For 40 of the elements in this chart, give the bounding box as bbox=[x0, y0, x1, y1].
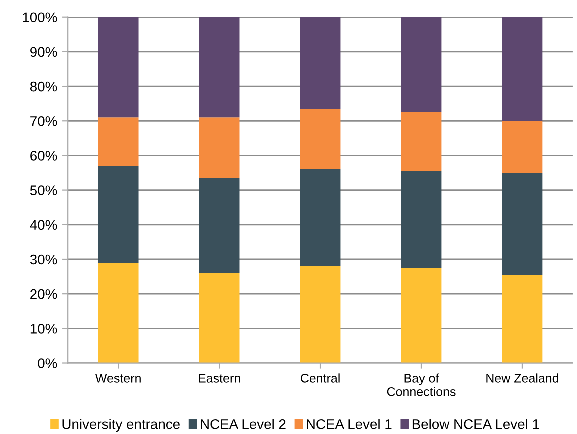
bar bbox=[401, 171, 442, 268]
legend-label: Below NCEA Level 1 bbox=[412, 419, 540, 430]
bar bbox=[199, 273, 240, 364]
bar bbox=[199, 178, 240, 274]
bar bbox=[502, 121, 543, 174]
y-tick-label: 70% bbox=[30, 116, 58, 126]
x-tick-label: Eastern bbox=[199, 374, 240, 383]
y-tick-label: 80% bbox=[30, 82, 58, 92]
y-tick-label: 100% bbox=[23, 12, 58, 23]
bar bbox=[401, 112, 442, 172]
y-tick-label: 50% bbox=[30, 186, 58, 196]
x-tick-label: New Zealand bbox=[486, 374, 558, 383]
bar bbox=[300, 17, 341, 110]
bar bbox=[300, 170, 341, 266]
bar bbox=[300, 266, 341, 364]
bar bbox=[401, 17, 442, 112]
x-tick-label: Western bbox=[95, 374, 141, 383]
legend-label: NCEA Level 2 bbox=[201, 419, 286, 430]
y-tick-label: 30% bbox=[30, 254, 58, 265]
x-tick-label: Central bbox=[301, 374, 340, 383]
legend-label: University entrance bbox=[62, 419, 180, 432]
y-tick-label: 20% bbox=[30, 289, 58, 300]
bar bbox=[98, 166, 139, 263]
bar bbox=[199, 118, 240, 178]
y-tick-label: 0% bbox=[38, 358, 58, 368]
bar bbox=[300, 109, 341, 170]
y-tick-label: 90% bbox=[30, 47, 58, 58]
bar bbox=[98, 262, 139, 364]
x-tick-label: Bay of Connections bbox=[387, 374, 456, 396]
bar bbox=[98, 17, 139, 118]
y-tick-label: 40% bbox=[30, 220, 58, 230]
bar bbox=[98, 118, 139, 166]
y-tick-label: 60% bbox=[30, 151, 58, 161]
bar bbox=[502, 17, 543, 122]
y-tick-label: 10% bbox=[30, 324, 58, 334]
bar bbox=[502, 275, 543, 364]
bar bbox=[401, 268, 442, 364]
legend-label: NCEA Level 1 bbox=[307, 419, 392, 430]
bar bbox=[199, 17, 240, 118]
bar bbox=[502, 173, 543, 276]
